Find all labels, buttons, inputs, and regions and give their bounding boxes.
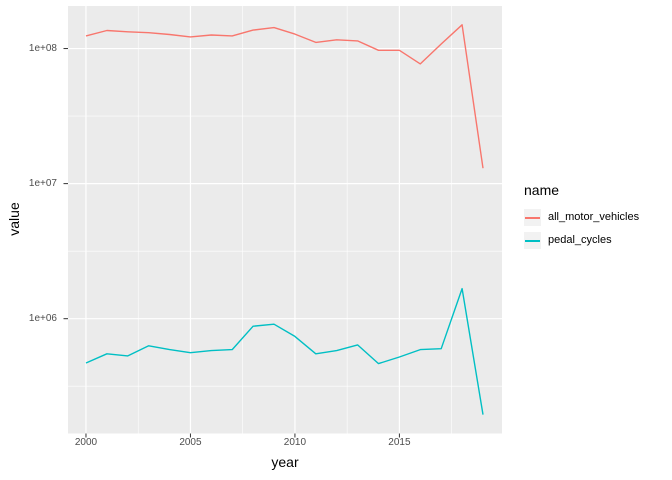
legend-key-box: [524, 232, 541, 249]
legend-label: pedal_cycles: [548, 234, 612, 246]
legend-item-all-motor-vehicles: all_motor_vehicles: [524, 209, 639, 226]
legend-label: all_motor_vehicles: [548, 211, 640, 223]
x-tick-label: 2005: [179, 437, 202, 448]
y-tick-label: 1e+08: [28, 42, 57, 54]
legend-key-box: [524, 209, 541, 226]
legend: name all_motor_vehicles pedal_cycles: [524, 182, 639, 255]
legend-item-pedal-cycles: pedal_cycles: [524, 232, 639, 249]
legend-title: name: [524, 182, 560, 198]
line-swatch-icon: [525, 216, 540, 219]
x-tick-label: 2000: [74, 437, 98, 448]
y-axis-title: value: [6, 202, 22, 236]
y-tick-label: 1e+06: [28, 312, 57, 324]
x-axis-title: year: [271, 454, 299, 470]
line-swatch-icon: [525, 239, 540, 242]
series-line-pedal_cycles: [85, 287, 484, 415]
x-tick-label: 2010: [283, 437, 307, 448]
plot-panel: [68, 6, 502, 434]
y-tick-label: 1e+07: [28, 177, 57, 189]
x-tick-label: 2015: [388, 437, 411, 448]
series-line-all_motor_vehicles: [85, 24, 484, 169]
